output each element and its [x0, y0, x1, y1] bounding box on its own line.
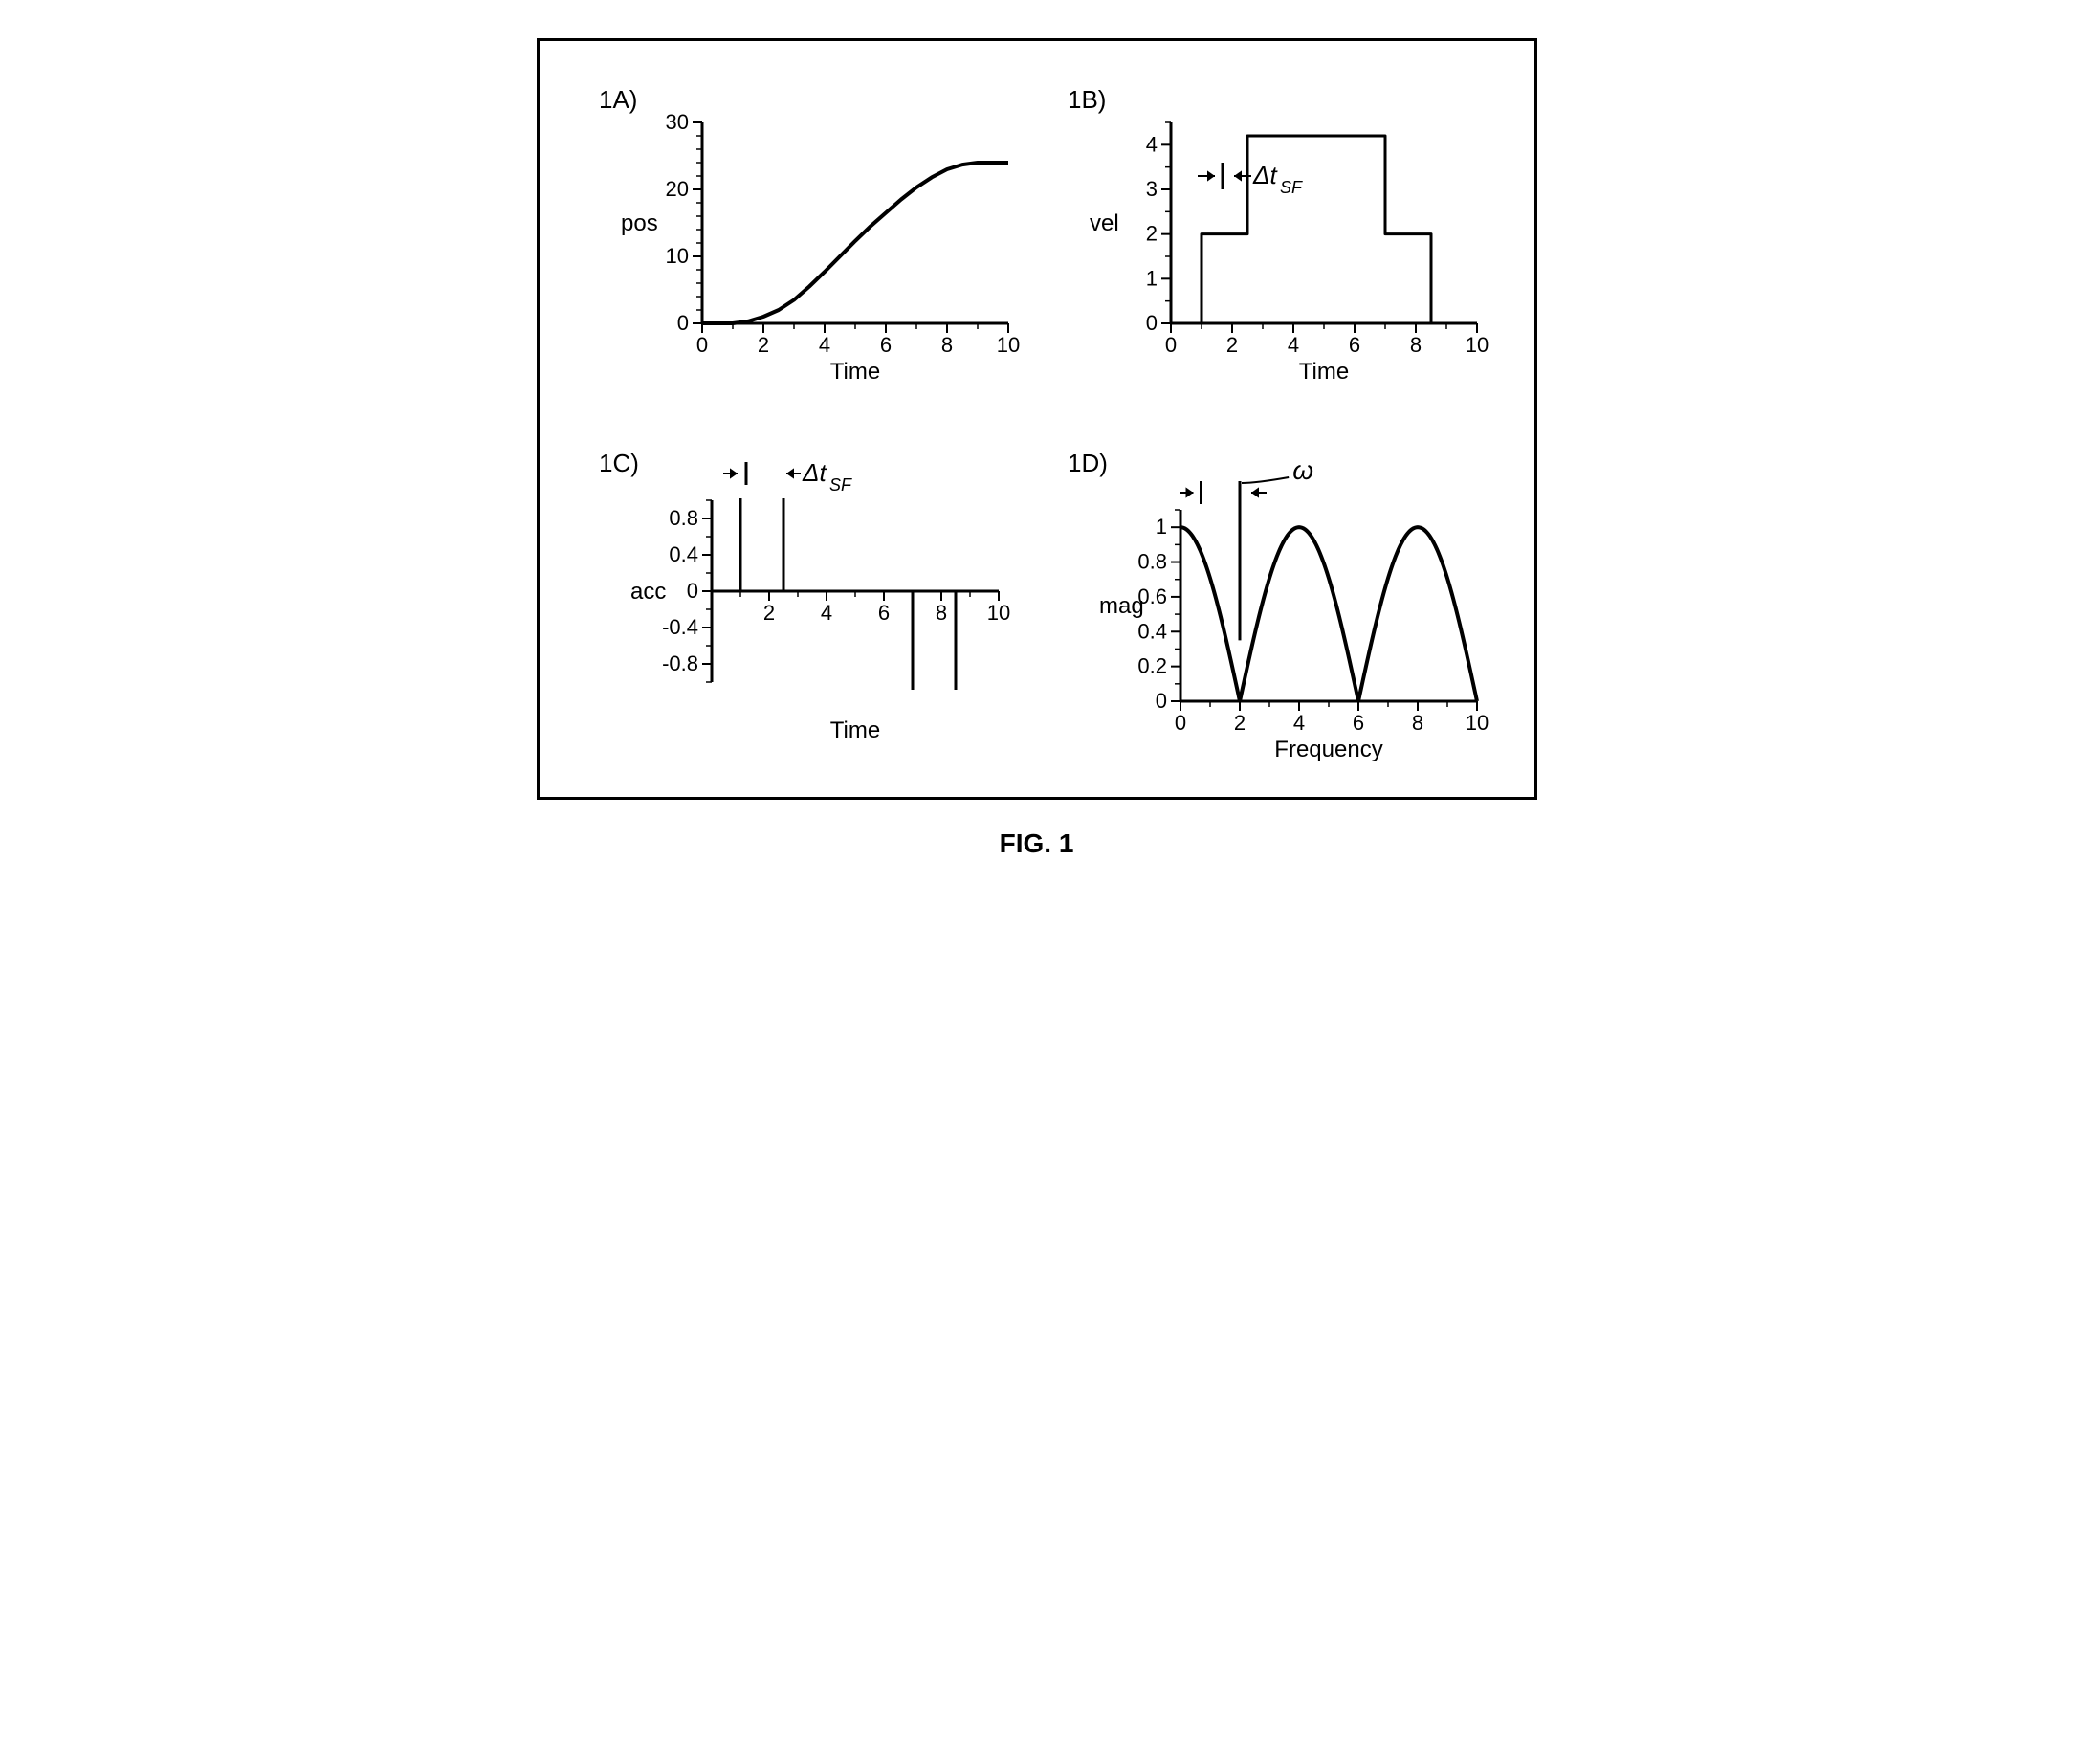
svg-text:10: 10	[1465, 333, 1488, 357]
svg-text:ω: ω	[1292, 455, 1313, 485]
panel-1d: 1D)024681000.20.40.60.81Frequencymagω	[1056, 443, 1506, 768]
panel-1a: 1A) 0 2 4 6 8 10 0 10 20 30 Time pos	[587, 79, 1037, 405]
svg-text:Time: Time	[1298, 359, 1348, 385]
svg-text:0.8: 0.8	[669, 506, 698, 530]
svg-text:acc: acc	[630, 579, 666, 605]
figure-box: 1A)02468100102030Timepos 1B)024681001234…	[537, 38, 1537, 800]
svg-text:8: 8	[1411, 711, 1422, 735]
svg-text:20: 20	[665, 177, 688, 201]
svg-text:0.4: 0.4	[669, 542, 698, 566]
svg-text:vel: vel	[1090, 210, 1119, 236]
svg-text:0.2: 0.2	[1137, 654, 1167, 678]
svg-text:0: 0	[1174, 711, 1185, 735]
svg-text:1A): 1A)	[599, 85, 637, 114]
svg-text:0: 0	[686, 579, 697, 603]
svg-text:10: 10	[996, 333, 1019, 357]
svg-text:4: 4	[818, 333, 829, 357]
svg-text:0: 0	[1164, 333, 1176, 357]
svg-text:1: 1	[1145, 266, 1157, 290]
svg-text:0: 0	[676, 311, 688, 335]
svg-text:2: 2	[757, 333, 768, 357]
svg-text:1B): 1B)	[1068, 85, 1106, 114]
svg-text:30: 30	[665, 110, 688, 134]
svg-text:4: 4	[1287, 333, 1298, 357]
panel-1c: 1C) 2 4 6 8 10 -0.8 -0.4 0 0.4 0.8 Time acc ΔtSF	[587, 443, 1037, 768]
svg-text:-0.8: -0.8	[662, 651, 698, 675]
svg-text:10: 10	[1465, 711, 1488, 735]
svg-text:SF: SF	[829, 475, 852, 495]
svg-text:6: 6	[1348, 333, 1359, 357]
svg-text:1D): 1D)	[1068, 449, 1108, 477]
svg-text:10: 10	[986, 601, 1009, 625]
svg-text:8: 8	[935, 601, 946, 625]
svg-text:0.4: 0.4	[1137, 619, 1167, 643]
svg-text:4: 4	[820, 601, 831, 625]
figure-wrap: 1A)02468100102030Timepos 1B)024681001234…	[530, 38, 1544, 859]
svg-text:4: 4	[1292, 711, 1304, 735]
svg-text:0.8: 0.8	[1137, 550, 1167, 574]
panel-1b: 1B)024681001234TimevelΔtSF	[1056, 79, 1506, 405]
svg-text:8: 8	[940, 333, 952, 357]
svg-text:2: 2	[1145, 222, 1157, 246]
svg-text:mag: mag	[1099, 593, 1144, 619]
svg-text:Time: Time	[829, 359, 879, 385]
svg-text:6: 6	[877, 601, 889, 625]
svg-text:6: 6	[879, 333, 891, 357]
svg-text:1: 1	[1155, 515, 1166, 539]
figure-caption: FIG. 1	[530, 828, 1544, 859]
svg-text:4: 4	[1145, 132, 1157, 156]
svg-text:Frequency: Frequency	[1274, 737, 1382, 762]
svg-text:10: 10	[665, 244, 688, 268]
svg-text:Δt: Δt	[1252, 161, 1278, 189]
svg-text:0: 0	[1155, 689, 1166, 713]
svg-text:8: 8	[1409, 333, 1421, 357]
svg-text:pos: pos	[621, 210, 658, 236]
svg-text:3: 3	[1145, 177, 1157, 201]
svg-text:Δt: Δt	[802, 458, 827, 487]
svg-text:2: 2	[1225, 333, 1237, 357]
svg-text:Time: Time	[829, 717, 879, 743]
svg-text:SF: SF	[1280, 178, 1303, 197]
svg-text:0: 0	[695, 333, 707, 357]
svg-text:6: 6	[1352, 711, 1363, 735]
svg-text:2: 2	[762, 601, 774, 625]
svg-text:0: 0	[1145, 311, 1157, 335]
svg-text:-0.4: -0.4	[662, 615, 698, 639]
svg-text:1C): 1C)	[599, 449, 639, 477]
svg-text:2: 2	[1233, 711, 1245, 735]
